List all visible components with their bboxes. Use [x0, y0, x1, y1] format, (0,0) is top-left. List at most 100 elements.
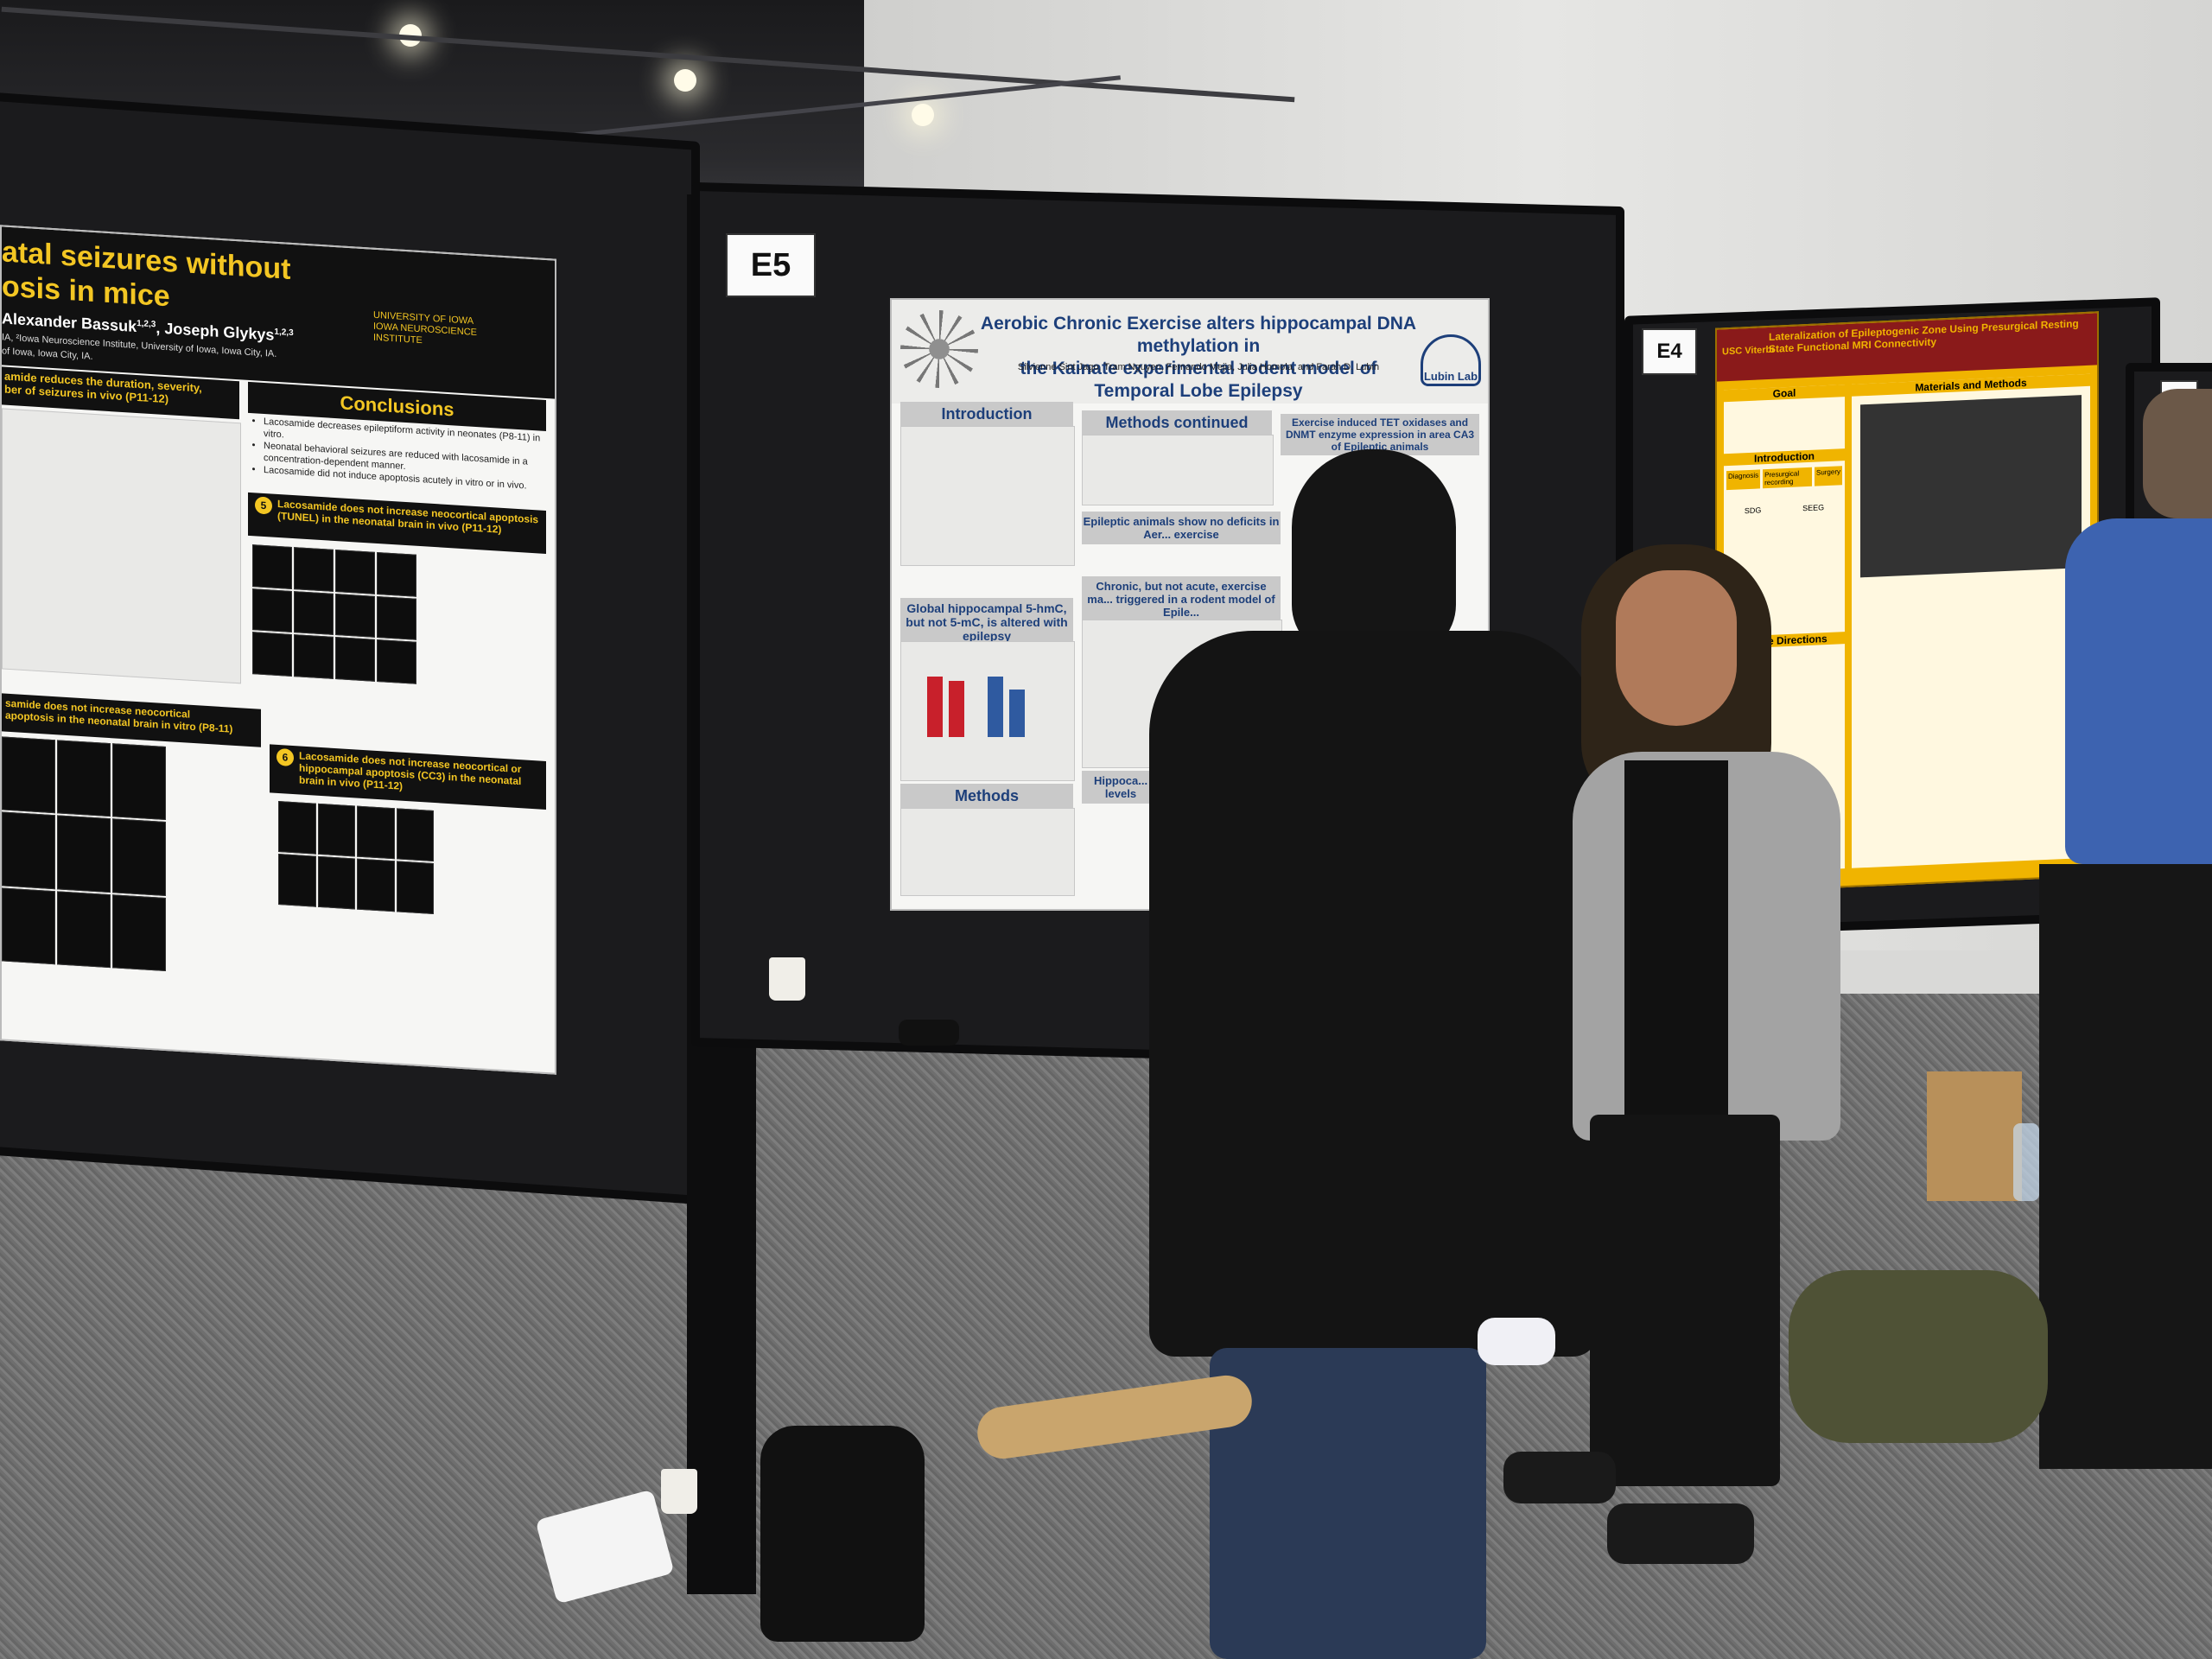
micrograph [377, 551, 416, 597]
chart-bar [1009, 690, 1025, 737]
micrograph [278, 854, 316, 907]
micrograph [2, 736, 55, 814]
intro-panel [900, 426, 1075, 566]
black-backpack [760, 1426, 925, 1642]
micrograph [278, 801, 316, 855]
micrograph [112, 818, 166, 896]
ceiling-light [674, 69, 696, 92]
methods-panel [900, 808, 1075, 896]
intro-chips: Diagnosis Presurgical recording Surgery [1726, 466, 1842, 491]
brain-scan-panel [1860, 395, 2082, 578]
micrograph [2, 887, 55, 965]
neuron-icon [900, 310, 978, 388]
presenter-shirt [1624, 760, 1728, 1123]
micrograph [396, 861, 434, 915]
author-1-sup: 1,2,3 [137, 318, 156, 330]
global-chart-panel [900, 641, 1075, 781]
label-sdg: SDG [1744, 505, 1762, 516]
goal-header: Goal [1724, 385, 1845, 403]
exercise-induced-header: Exercise induced TET oxidases and DNMT e… [1281, 414, 1479, 455]
micrograph [112, 743, 166, 821]
left-poster-affiliation-2: of Iowa, Iowa City, IA. [2, 346, 93, 362]
micrograph [377, 595, 416, 641]
lubin-lab-logo: Lubin Lab [1421, 334, 1481, 386]
epileptic-animals-header: Epileptic animals show no deficits in Ae… [1082, 512, 1281, 544]
chip-diagnosis: Diagnosis [1726, 469, 1761, 491]
micrograph [294, 547, 334, 592]
micrograph [252, 632, 292, 677]
micrograph [2, 811, 55, 889]
author-1: Alexander Bassuk [2, 309, 137, 335]
methods-continued-header: Methods continued [1082, 410, 1272, 435]
methods-continued-panel [1082, 435, 1274, 505]
ceiling-light [912, 104, 934, 126]
board-label-e5: E5 [726, 233, 816, 297]
feet-behind-board [899, 1020, 959, 1046]
paper-bag [1927, 1071, 2022, 1201]
micrograph [112, 893, 166, 972]
micrograph [57, 890, 111, 969]
person-black-jacket [1149, 631, 1599, 1357]
intro-brain-labels: SDG SEEG [1724, 502, 1845, 516]
board-label-e4: E4 [1642, 328, 1697, 375]
micrograph [396, 808, 434, 862]
micrograph [294, 590, 334, 636]
chip-presurgical: Presurgical recording [1763, 467, 1812, 489]
methods-header: Methods [900, 784, 1073, 809]
right-intro-header: Introduction [1724, 448, 1845, 467]
middle-poster-authors: Silvienne Sint Jago, Tram Nguyen, Fernan… [1017, 362, 1380, 372]
chart-bar [949, 681, 964, 737]
chip-surgery: Surgery [1814, 466, 1842, 486]
university-logo: UNIVERSITY OF IOWA IOWA NEUROSCIENCE INS… [373, 310, 537, 354]
olive-backpack [1789, 1270, 2048, 1443]
presenter-face [1616, 570, 1737, 726]
micrograph [252, 544, 292, 589]
section-5-number: 5 [255, 496, 272, 515]
label-seeg: SEEG [1802, 503, 1825, 513]
presenter-pants [1590, 1115, 1780, 1486]
micrograph [377, 639, 416, 684]
right-col-2: Materials and Methods [1852, 373, 2090, 868]
in-vitro-image-grid [2, 736, 166, 972]
chart-bar [927, 677, 943, 737]
water-bottle [2013, 1123, 2039, 1201]
materials-methods-header: Materials and Methods [1852, 373, 2090, 397]
micrograph [252, 588, 292, 633]
section-6-number: 6 [276, 747, 294, 767]
usc-logo: USC Viterbi [1722, 344, 1775, 358]
person-dark-pants [2039, 864, 2212, 1469]
micrograph [57, 815, 111, 893]
micrograph [335, 637, 375, 682]
section-5-header: 5 Lacosamide does not increase neocortic… [248, 492, 546, 554]
person-jeans [1210, 1348, 1486, 1659]
person-back-hair [1292, 449, 1456, 657]
left-poster: atal seizures without osis in mice Alexa… [0, 225, 556, 1075]
micrograph [57, 740, 111, 817]
paper-cup [769, 957, 805, 1001]
hippocampal-levels-header: Hippoca... levels [1082, 771, 1160, 804]
section-6-title: Lacosamide does not increase neocortical… [299, 749, 522, 792]
title-line-1: Aerobic Chronic Exercise alters hippocam… [980, 314, 1417, 356]
global-hippocampal-header: Global hippocampal 5-hmC, but not 5-mC, … [900, 598, 1073, 646]
person-blue-shirt [2065, 518, 2212, 864]
cc3-image-grid [278, 801, 434, 915]
micrograph [317, 855, 355, 910]
person-head [2143, 389, 2212, 518]
micrograph [335, 550, 375, 594]
intro-header: Introduction [900, 402, 1073, 427]
chronic-exercise-header: Chronic, but not acute, exercise ma... t… [1082, 576, 1281, 622]
micrograph [357, 805, 395, 860]
micrograph [317, 803, 355, 857]
chart-bar [988, 677, 1003, 737]
sneaker [1478, 1318, 1555, 1365]
presenter-shoe [1607, 1503, 1754, 1564]
left-bar-chart-panel [2, 408, 241, 684]
middle-poster-header: Aerobic Chronic Exercise alters hippocam… [892, 300, 1488, 404]
section-6-header: 6 Lacosamide does not increase neocortic… [270, 744, 546, 810]
tunel-image-grid [252, 544, 416, 684]
paper-cup [661, 1469, 697, 1514]
author-2: , Joseph Glykys [156, 319, 275, 344]
author-2-sup: 1,2,3 [274, 327, 294, 339]
micrograph [294, 634, 334, 679]
section-5-title: Lacosamide does not increase neocortical… [277, 497, 539, 536]
